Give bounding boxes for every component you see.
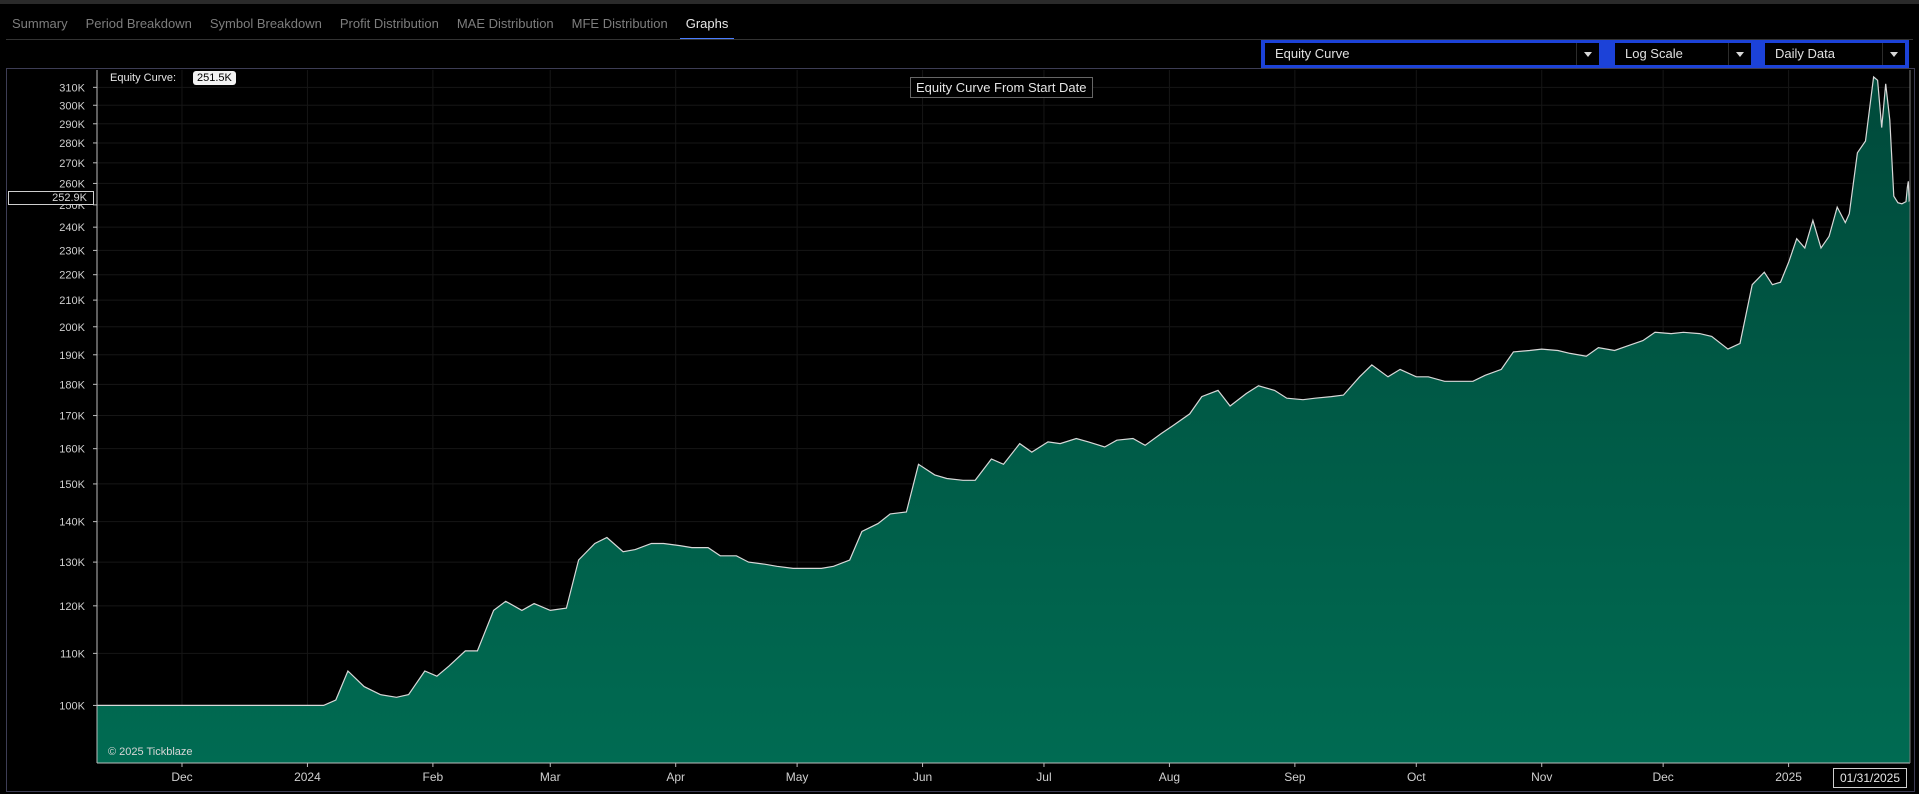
x-tick-label: 2024 [294,770,321,784]
y-tick-label: 240K [59,222,85,234]
equity-value-label: Equity Curve: [110,72,177,84]
x-tick-label: Apr [666,770,685,784]
chart-axes [93,70,1911,767]
x-tick-label: Feb [423,770,444,784]
tab-period-breakdown[interactable]: Period Breakdown [85,16,192,31]
scale-select[interactable]: Log Scale [1615,43,1751,65]
y-axis-labels: 100K 110K 120K 130K 140K 150K 160K 170K 180K 190K… [59,82,85,712]
y-tick-label: 130K [59,557,85,569]
y-tick-label: 200K [59,322,85,334]
chevron-down-icon [1728,43,1751,65]
tab-divider [6,39,1913,40]
y-tick-label: 210K [59,295,85,307]
y-tick-label: 120K [59,601,85,613]
y-tick-label: 180K [59,379,85,391]
equity-value-badge: 251.5K [193,71,236,85]
x-tick-label: Jul [1036,770,1051,784]
tab-profit-distribution[interactable]: Profit Distribution [339,16,439,31]
y-tick-label: 190K [59,350,85,362]
tab-summary[interactable]: Summary [12,16,68,31]
data-frequency-value: Daily Data [1775,46,1835,61]
x-tick-label: Mar [540,770,561,784]
copyright-text: © 2025 Tickblaze [108,746,193,758]
equity-area [97,76,1910,763]
y-tick-label: 160K [59,444,85,456]
tab-mfe-distribution[interactable]: MFE Distribution [571,16,668,31]
y-tick-label: 290K [59,119,85,131]
equity-line [97,75,1911,707]
scale-value: Log Scale [1625,46,1683,61]
y-tick-label: 310K [59,82,85,94]
x-tick-label: 2025 [1775,770,1802,784]
x-tick-label: Jun [913,770,932,784]
y-tick-label: 230K [59,245,85,257]
y-tick-label: 260K [59,178,85,190]
x-tick-label: Oct [1407,770,1426,784]
x-tick-label: May [786,770,809,784]
tab-bar: Summary Period Breakdown Symbol Breakdow… [6,12,740,40]
x-axis-labels: Dec 2024 Feb Mar Apr May Jun Jul Aug Sep Oct Nov Dec… [171,770,1802,784]
y-tick-label: 280K [59,138,85,150]
y-tick-label: 170K [59,411,85,423]
y-tick-label: 220K [59,270,85,282]
x-tick-label: Sep [1284,770,1306,784]
y-tick-label: 140K [59,517,85,529]
chart-title: Equity Curve From Start Date [910,77,1093,98]
x-tick-label: Nov [1531,770,1552,784]
y-tick-label: 110K [60,648,86,660]
chevron-down-icon [1576,43,1599,65]
chevron-down-icon [1882,43,1905,65]
x-tick-label: Dec [171,770,192,784]
data-frequency-select[interactable]: Daily Data [1765,43,1905,65]
x-tick-label: Aug [1159,770,1180,784]
y-tick-label: 300K [59,100,85,112]
chart-frame [6,68,1915,792]
x-tick-label: Dec [1652,770,1673,784]
graph-type-value: Equity Curve [1275,46,1350,61]
y-tick-label: 100K [59,700,85,712]
graph-controls: Equity Curve Log Scale Daily Data [1261,40,1909,68]
y-tick-label: 270K [59,158,85,170]
graph-type-select[interactable]: Equity Curve [1265,43,1599,65]
cursor-value-label: 252.9K [8,191,94,205]
cursor-date-label: 01/31/2025 [1833,768,1907,788]
top-border [0,0,1919,4]
tab-symbol-breakdown[interactable]: Symbol Breakdown [209,16,322,31]
y-tick-label: 150K [59,479,85,491]
tab-mae-distribution[interactable]: MAE Distribution [456,16,554,31]
